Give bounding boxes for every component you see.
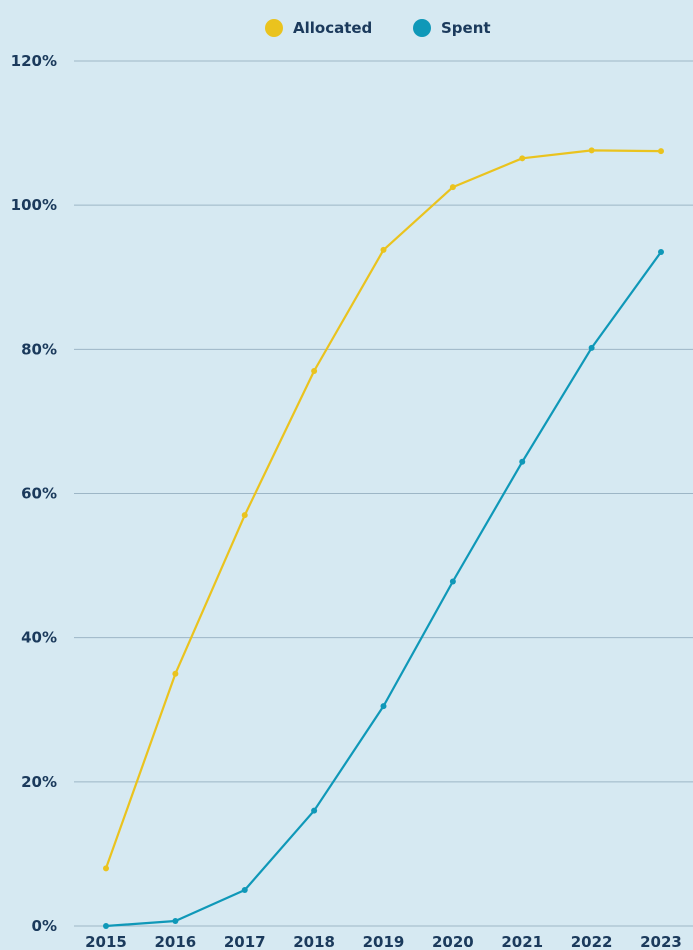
- series-line-spent: [104, 250, 663, 928]
- y-tick-label: 0%: [32, 917, 57, 935]
- legend-swatch-spent: [413, 19, 431, 37]
- data-point-spent: [519, 458, 526, 465]
- data-point-allocated: [588, 147, 595, 154]
- y-tick-label: 20%: [21, 773, 57, 791]
- data-point-allocated: [380, 246, 387, 253]
- x-axis-tick-labels: 2015 2016 2017 2018 2019 2020 2021 2022 2023: [85, 933, 682, 950]
- y-tick-label: 100%: [11, 196, 57, 214]
- legend-swatch-allocated: [265, 19, 283, 37]
- x-tick-label: 2020: [432, 933, 474, 950]
- x-tick-label: 2018: [293, 933, 335, 950]
- legend-item-spent: Spent: [413, 19, 491, 37]
- x-tick-label: 2015: [85, 933, 127, 950]
- y-tick-label: 80%: [21, 340, 57, 358]
- x-tick-label: 2019: [363, 933, 405, 950]
- data-point-spent: [103, 923, 109, 929]
- y-tick-label: 120%: [11, 52, 57, 70]
- series-allocated: [103, 147, 664, 872]
- data-point-spent: [311, 807, 318, 814]
- y-axis-tick-labels: 0% 20% 40% 60% 80% 100% 120%: [11, 52, 57, 935]
- series-lines: [103, 147, 664, 929]
- data-point-allocated: [311, 367, 318, 374]
- y-tick-label: 40%: [21, 629, 57, 647]
- legend-item-allocated: Allocated: [265, 19, 372, 37]
- data-point-allocated: [449, 184, 456, 191]
- data-point-spent: [172, 917, 179, 924]
- data-point-spent: [658, 249, 664, 256]
- x-tick-label: 2022: [571, 933, 613, 950]
- legend-label-allocated: Allocated: [293, 19, 372, 37]
- legend-label-spent: Spent: [441, 19, 491, 37]
- data-point-spent: [380, 703, 387, 710]
- x-tick-label: 2023: [640, 933, 682, 950]
- legend: Allocated Spent: [265, 19, 491, 37]
- data-point-allocated: [103, 865, 109, 872]
- data-point-allocated: [519, 155, 526, 162]
- data-point-spent: [449, 578, 456, 585]
- x-tick-label: 2017: [224, 933, 266, 950]
- data-point-allocated: [241, 512, 248, 519]
- series-spent: [103, 249, 664, 929]
- x-tick-label: 2016: [155, 933, 197, 950]
- data-point-allocated: [658, 148, 664, 155]
- x-tick-label: 2021: [501, 933, 543, 950]
- y-tick-label: 60%: [21, 485, 57, 503]
- data-point-spent: [241, 886, 248, 893]
- data-point-spent: [588, 344, 595, 351]
- series-line-allocated: [104, 149, 663, 870]
- data-point-allocated: [172, 670, 179, 677]
- gridlines: [74, 60, 693, 927]
